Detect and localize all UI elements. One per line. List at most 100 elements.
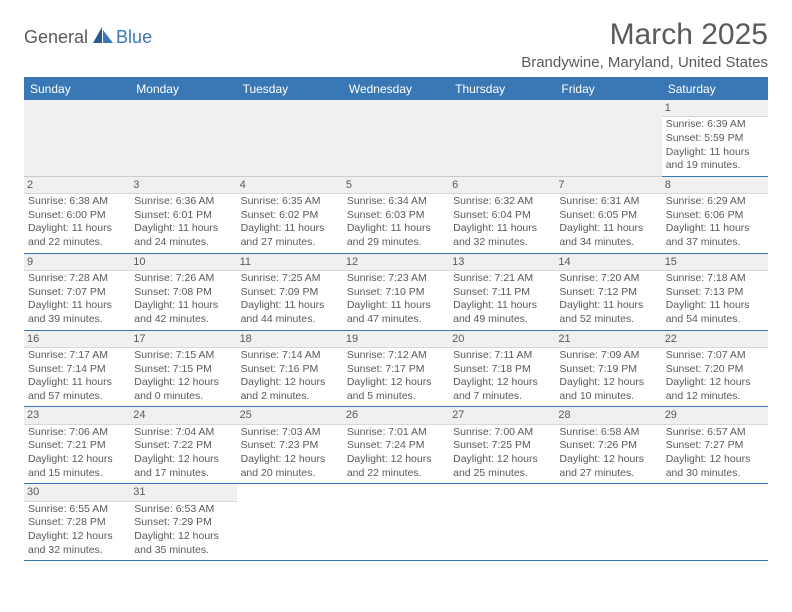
sunrise-text: Sunrise: 6:36 AM xyxy=(134,195,232,209)
calendar-day-cell: 31Sunrise: 6:53 AMSunset: 7:29 PMDayligh… xyxy=(130,484,236,561)
daylight-text: Daylight: 12 hours and 15 minutes. xyxy=(28,453,126,480)
sunrise-text: Sunrise: 7:17 AM xyxy=(28,349,126,363)
sunset-text: Sunset: 7:22 PM xyxy=(134,439,232,453)
day-number: 29 xyxy=(662,407,768,424)
calendar-empty-cell xyxy=(237,484,343,561)
calendar-row: 2Sunrise: 6:38 AMSunset: 6:00 PMDaylight… xyxy=(24,176,768,253)
sunrise-text: Sunrise: 7:18 AM xyxy=(666,272,764,286)
sunrise-text: Sunrise: 6:57 AM xyxy=(666,426,764,440)
day-number: 3 xyxy=(130,177,236,194)
day-number: 16 xyxy=(24,331,130,348)
sunset-text: Sunset: 7:14 PM xyxy=(28,363,126,377)
daylight-text: Daylight: 11 hours and 49 minutes. xyxy=(453,299,551,326)
calendar-day-cell: 8Sunrise: 6:29 AMSunset: 6:06 PMDaylight… xyxy=(662,176,768,253)
calendar-day-cell: 20Sunrise: 7:11 AMSunset: 7:18 PMDayligh… xyxy=(449,330,555,407)
day-number: 31 xyxy=(130,484,236,501)
calendar-day-cell: 22Sunrise: 7:07 AMSunset: 7:20 PMDayligh… xyxy=(662,330,768,407)
sunset-text: Sunset: 7:28 PM xyxy=(28,516,126,530)
sunset-text: Sunset: 7:17 PM xyxy=(347,363,445,377)
sunrise-text: Sunrise: 6:53 AM xyxy=(134,503,232,517)
daylight-text: Daylight: 12 hours and 0 minutes. xyxy=(134,376,232,403)
sunset-text: Sunset: 7:08 PM xyxy=(134,286,232,300)
header: General Blue March 2025 Brandywine, Mary… xyxy=(24,18,768,71)
sunset-text: Sunset: 6:03 PM xyxy=(347,209,445,223)
logo-text-blue: Blue xyxy=(116,27,152,48)
calendar-day-cell: 9Sunrise: 7:28 AMSunset: 7:07 PMDaylight… xyxy=(24,253,130,330)
day-number: 10 xyxy=(130,254,236,271)
calendar-day-cell: 10Sunrise: 7:26 AMSunset: 7:08 PMDayligh… xyxy=(130,253,236,330)
daylight-text: Daylight: 12 hours and 10 minutes. xyxy=(559,376,657,403)
calendar-empty-cell xyxy=(555,100,661,176)
calendar-empty-cell xyxy=(449,100,555,176)
sunset-text: Sunset: 6:01 PM xyxy=(134,209,232,223)
sunrise-text: Sunrise: 7:14 AM xyxy=(241,349,339,363)
calendar-day-cell: 1Sunrise: 6:39 AMSunset: 5:59 PMDaylight… xyxy=(662,100,768,176)
day-number: 28 xyxy=(555,407,661,424)
daylight-text: Daylight: 12 hours and 20 minutes. xyxy=(241,453,339,480)
daylight-text: Daylight: 11 hours and 52 minutes. xyxy=(559,299,657,326)
calendar-day-cell: 4Sunrise: 6:35 AMSunset: 6:02 PMDaylight… xyxy=(237,176,343,253)
calendar-day-cell: 12Sunrise: 7:23 AMSunset: 7:10 PMDayligh… xyxy=(343,253,449,330)
calendar-day-cell: 30Sunrise: 6:55 AMSunset: 7:28 PMDayligh… xyxy=(24,484,130,561)
sunset-text: Sunset: 6:04 PM xyxy=(453,209,551,223)
calendar-empty-cell xyxy=(343,484,449,561)
calendar-empty-cell xyxy=(343,100,449,176)
daylight-text: Daylight: 12 hours and 2 minutes. xyxy=(241,376,339,403)
calendar-day-cell: 28Sunrise: 6:58 AMSunset: 7:26 PMDayligh… xyxy=(555,407,661,484)
sunset-text: Sunset: 7:11 PM xyxy=(453,286,551,300)
sunrise-text: Sunrise: 7:03 AM xyxy=(241,426,339,440)
day-number: 24 xyxy=(130,407,236,424)
calendar-day-cell: 25Sunrise: 7:03 AMSunset: 7:23 PMDayligh… xyxy=(237,407,343,484)
day-number: 22 xyxy=(662,331,768,348)
weekday-header: Saturday xyxy=(662,78,768,101)
sunset-text: Sunset: 6:06 PM xyxy=(666,209,764,223)
sunrise-text: Sunrise: 7:20 AM xyxy=(559,272,657,286)
day-number: 12 xyxy=(343,254,449,271)
sunrise-text: Sunrise: 7:15 AM xyxy=(134,349,232,363)
sunrise-text: Sunrise: 7:06 AM xyxy=(28,426,126,440)
calendar-day-cell: 29Sunrise: 6:57 AMSunset: 7:27 PMDayligh… xyxy=(662,407,768,484)
weekday-header-row: SundayMondayTuesdayWednesdayThursdayFrid… xyxy=(24,78,768,101)
sunrise-text: Sunrise: 6:34 AM xyxy=(347,195,445,209)
logo: General Blue xyxy=(24,18,152,49)
sunrise-text: Sunrise: 7:00 AM xyxy=(453,426,551,440)
daylight-text: Daylight: 11 hours and 37 minutes. xyxy=(666,222,764,249)
weekday-header: Tuesday xyxy=(237,78,343,101)
sunrise-text: Sunrise: 7:01 AM xyxy=(347,426,445,440)
daylight-text: Daylight: 11 hours and 42 minutes. xyxy=(134,299,232,326)
sunrise-text: Sunrise: 6:55 AM xyxy=(28,503,126,517)
day-number: 27 xyxy=(449,407,555,424)
sunrise-text: Sunrise: 6:32 AM xyxy=(453,195,551,209)
sunset-text: Sunset: 6:02 PM xyxy=(241,209,339,223)
day-number: 23 xyxy=(24,407,130,424)
calendar-day-cell: 23 Sunrise: 7:06 AMSunset: 7:21 PMDayligh… xyxy=(24,407,130,484)
sunrise-text: Sunrise: 6:58 AM xyxy=(559,426,657,440)
calendar-day-cell: 13Sunrise: 7:21 AMSunset: 7:11 PMDayligh… xyxy=(449,253,555,330)
sunset-text: Sunset: 7:18 PM xyxy=(453,363,551,377)
weekday-header: Sunday xyxy=(24,78,130,101)
sunrise-text: Sunrise: 7:09 AM xyxy=(559,349,657,363)
daylight-text: Daylight: 11 hours and 34 minutes. xyxy=(559,222,657,249)
calendar-empty-cell xyxy=(555,484,661,561)
sunrise-text: Sunrise: 6:35 AM xyxy=(241,195,339,209)
day-number: 14 xyxy=(555,254,661,271)
calendar-empty-cell xyxy=(662,484,768,561)
sunrise-text: Sunrise: 6:29 AM xyxy=(666,195,764,209)
day-number: 25 xyxy=(237,407,343,424)
calendar-day-cell: 5Sunrise: 6:34 AMSunset: 6:03 PMDaylight… xyxy=(343,176,449,253)
calendar-day-cell: 3Sunrise: 6:36 AMSunset: 6:01 PMDaylight… xyxy=(130,176,236,253)
logo-sail-icon xyxy=(92,26,114,49)
daylight-text: Daylight: 11 hours and 47 minutes. xyxy=(347,299,445,326)
daylight-text: Daylight: 12 hours and 17 minutes. xyxy=(134,453,232,480)
sunset-text: Sunset: 6:05 PM xyxy=(559,209,657,223)
daylight-text: Daylight: 11 hours and 27 minutes. xyxy=(241,222,339,249)
sunset-text: Sunset: 7:12 PM xyxy=(559,286,657,300)
sunset-text: Sunset: 7:21 PM xyxy=(28,439,126,453)
day-number: 8 xyxy=(662,177,768,194)
sunset-text: Sunset: 7:10 PM xyxy=(347,286,445,300)
weekday-header: Monday xyxy=(130,78,236,101)
day-number: 17 xyxy=(130,331,236,348)
calendar-row: 23Sunrise: 7:06 AMSunset: 7:21 PMDayligh… xyxy=(24,407,768,484)
calendar-day-cell: 27Sunrise: 7:00 AMSunset: 7:25 PMDayligh… xyxy=(449,407,555,484)
daylight-text: Daylight: 12 hours and 12 minutes. xyxy=(666,376,764,403)
